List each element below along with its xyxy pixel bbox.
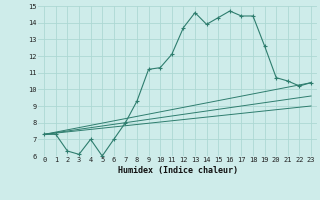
X-axis label: Humidex (Indice chaleur): Humidex (Indice chaleur): [118, 166, 238, 175]
